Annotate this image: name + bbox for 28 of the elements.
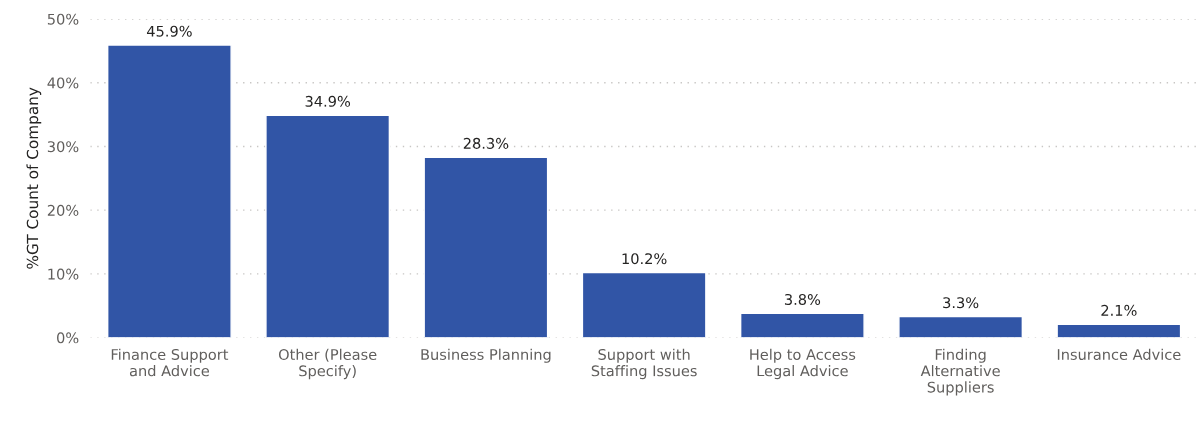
x-tick-label: Insurance Advice [1057,348,1181,360]
bar [107,44,232,338]
data-label: 34.9% [305,95,351,107]
data-label: 10.2% [622,253,667,265]
bar [739,312,865,338]
bar [581,271,707,338]
data-label: 3.8% [784,293,821,305]
y-tick-label: 0% [57,332,79,344]
x-tick-label: Finance Support and Advice [111,348,229,377]
x-tick-label: Business Planning [421,348,551,363]
x-tick-label: Other (Please Specify) [278,348,377,380]
data-label: 3.3% [943,297,979,309]
data-label: 28.3% [463,137,509,149]
x-tick-label: Finding Alternative Suppliers [920,348,1000,396]
bar [423,156,549,338]
x-tick-label: Support with Staffing Issues [591,348,697,380]
x-tick-label: Help to Access Legal Advice [750,348,856,380]
data-label: 2.1% [1101,304,1137,316]
y-tick-label: 10% [48,268,79,280]
y-tick-label: 40% [47,77,79,89]
data-label: 45.9% [146,25,192,37]
y-tick-label: 50% [47,13,79,25]
bar [898,315,1024,338]
y-axis-title: %GT Count of Company [26,87,42,269]
bar [1056,323,1182,338]
y-tick-label: 30% [47,141,79,153]
bar [265,114,391,338]
y-tick-label: 20% [47,204,79,216]
